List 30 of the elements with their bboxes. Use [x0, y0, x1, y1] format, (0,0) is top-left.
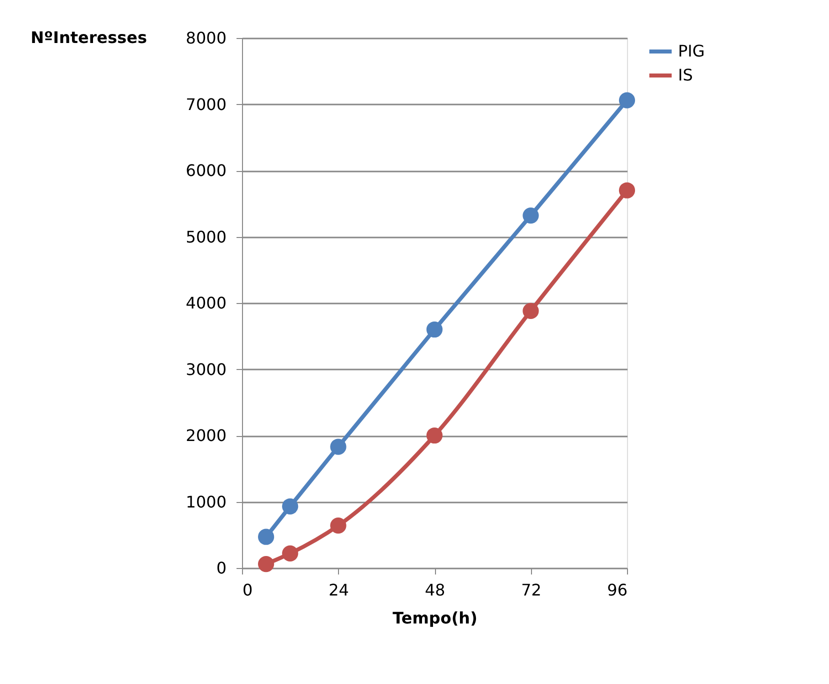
y-tick-label: 0 [216, 558, 226, 578]
legend-label: IS [678, 66, 693, 84]
y-tick-label: 3000 [186, 360, 226, 379]
y-tick-label: 8000 [186, 28, 226, 48]
point [426, 321, 443, 338]
x-tick-label: 24 [328, 580, 349, 600]
point [258, 528, 274, 545]
y-tick-label: 4000 [186, 294, 226, 312]
x-tick-label: 96 [607, 580, 628, 600]
x-tick-label: 72 [521, 580, 542, 600]
point [330, 438, 346, 455]
y-tick-label: 5000 [186, 227, 226, 246]
point [522, 208, 539, 224]
point [618, 182, 636, 198]
point [618, 92, 636, 108]
legend-label: PIG [678, 42, 705, 60]
y-tick-label: 2000 [186, 426, 226, 445]
point [330, 518, 346, 534]
x-axis-title: Tempo(h) [392, 608, 478, 628]
point [426, 427, 443, 444]
point [282, 498, 298, 514]
x-tick-label: 48 [424, 580, 446, 600]
point [282, 545, 298, 562]
y-tick-label: 7000 [186, 94, 226, 114]
point [258, 556, 274, 572]
y-axis-title: NºInteresses [30, 28, 147, 47]
y-tick-label: 6000 [186, 161, 226, 180]
y-tick-label: 1000 [186, 492, 226, 512]
point [522, 302, 539, 319]
x-tick-label: 0 [242, 580, 253, 600]
